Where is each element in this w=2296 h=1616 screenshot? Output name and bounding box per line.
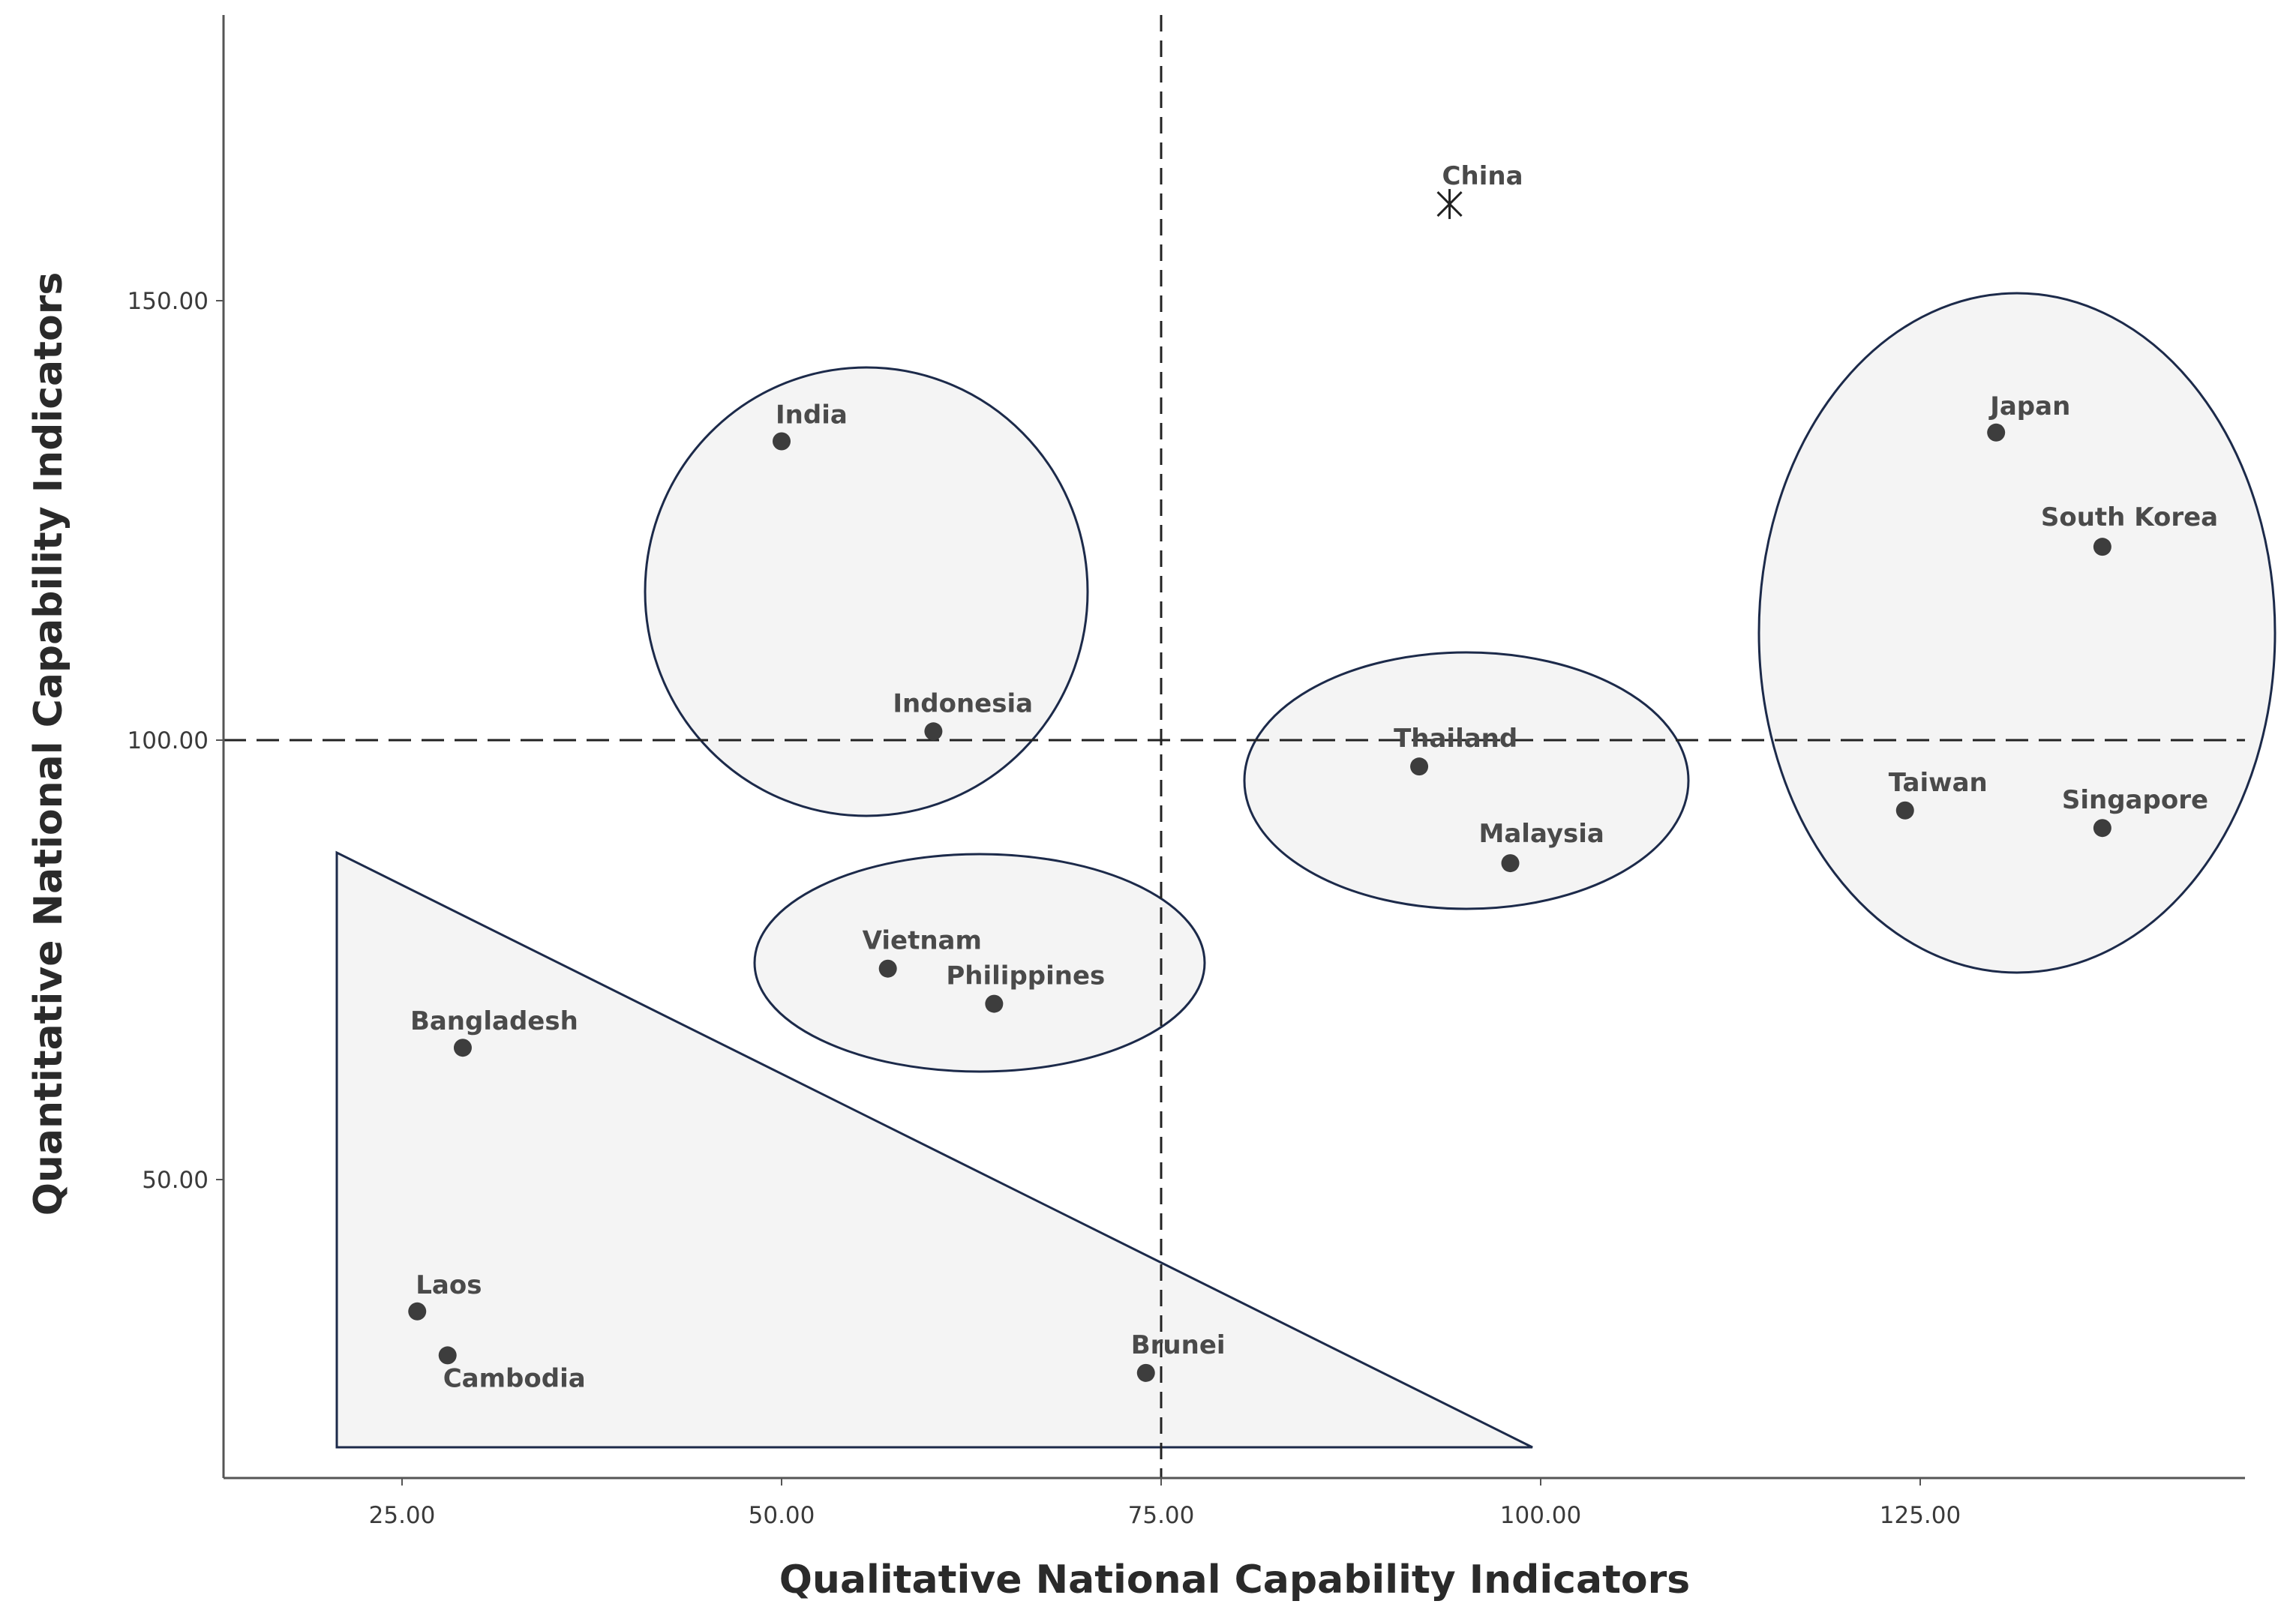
x-tick-label: 100.00 xyxy=(1500,1502,1581,1529)
point-brunei: Brunei xyxy=(1131,1330,1226,1382)
point-marker-india xyxy=(773,432,791,451)
point-label-bangladesh: Bangladesh xyxy=(410,1006,578,1036)
point-vietnam: Vietnam xyxy=(863,926,982,978)
point-india: India xyxy=(773,400,848,451)
point-bangladesh: Bangladesh xyxy=(410,1006,578,1057)
point-marker-cambodia xyxy=(438,1346,457,1365)
x-tick-label: 125.00 xyxy=(1880,1502,1961,1529)
region-thailand-malaysia xyxy=(1243,651,1690,910)
point-laos: Laos xyxy=(408,1270,482,1321)
point-marker-taiwan xyxy=(1895,801,1914,820)
point-label-india: India xyxy=(776,400,848,430)
point-label-china: China xyxy=(1442,161,1523,191)
point-label-cambodia: Cambodia xyxy=(443,1363,586,1393)
point-label-brunei: Brunei xyxy=(1131,1330,1226,1360)
y-axis-title: Quantitative National Capability Indicat… xyxy=(26,272,71,1216)
point-label-singapore: Singapore xyxy=(2062,785,2208,815)
point-japan: Japan xyxy=(1987,391,2070,442)
point-taiwan: Taiwan xyxy=(1889,768,1988,820)
point-cambodia: Cambodia xyxy=(438,1346,586,1393)
axes: 25.00 50.00 75.00 100.00 125.00 50.00 100.00 15… xyxy=(128,15,2245,1529)
point-philippines: Philippines xyxy=(946,961,1105,1013)
point-label-malaysia: Malaysia xyxy=(1479,819,1604,849)
point-marker-japan xyxy=(1987,423,2006,442)
point-label-vietnam: Vietnam xyxy=(863,926,982,956)
region-triangle-low-capability xyxy=(335,850,1533,1449)
point-label-thailand: Thailand xyxy=(1394,724,1517,754)
x-tick-label: 25.00 xyxy=(369,1502,436,1529)
group-regions xyxy=(335,292,2276,1449)
point-china: China xyxy=(1436,161,1523,220)
point-malaysia: Malaysia xyxy=(1479,819,1604,873)
point-marker-laos xyxy=(408,1302,427,1321)
point-label-philippines: Philippines xyxy=(946,961,1105,991)
point-marker-philippines xyxy=(985,994,1004,1013)
x-axis-title: Qualitative National Capability Indicato… xyxy=(779,1558,1691,1603)
point-marker-malaysia xyxy=(1501,854,1520,873)
point-marker-indonesia xyxy=(924,722,943,741)
point-marker-brunei xyxy=(1136,1363,1155,1382)
y-tick-label: 50.00 xyxy=(142,1167,209,1194)
point-marker-singapore xyxy=(2093,819,2111,838)
data-points: China India Indonesia Thailand Malaysia Japan… xyxy=(408,161,2218,1393)
point-label-south-korea: South Korea xyxy=(2041,502,2218,532)
region-east-asia xyxy=(1757,292,2276,974)
point-marker-south-korea xyxy=(2093,538,2111,556)
point-label-laos: Laos xyxy=(416,1270,482,1300)
region-vietnam-philippines xyxy=(753,853,1206,1073)
point-thailand: Thailand xyxy=(1394,724,1517,776)
x-tick-label: 75.00 xyxy=(1128,1502,1195,1529)
point-marker-thailand xyxy=(1410,757,1429,776)
point-singapore: Singapore xyxy=(2062,785,2208,838)
region-india-indonesia xyxy=(644,366,1089,817)
y-tick-label: 100.00 xyxy=(128,727,209,754)
point-south-korea: South Korea xyxy=(2041,502,2218,556)
point-label-indonesia: Indonesia xyxy=(893,688,1033,718)
point-indonesia: Indonesia xyxy=(893,688,1033,741)
reference-lines xyxy=(224,15,2245,1478)
y-tick-label: 150.00 xyxy=(128,288,209,315)
x-tick-label: 50.00 xyxy=(749,1502,815,1529)
point-label-japan: Japan xyxy=(1988,391,2070,421)
point-marker-bangladesh xyxy=(453,1039,472,1057)
point-marker-vietnam xyxy=(878,959,897,978)
point-label-taiwan: Taiwan xyxy=(1889,768,1988,798)
